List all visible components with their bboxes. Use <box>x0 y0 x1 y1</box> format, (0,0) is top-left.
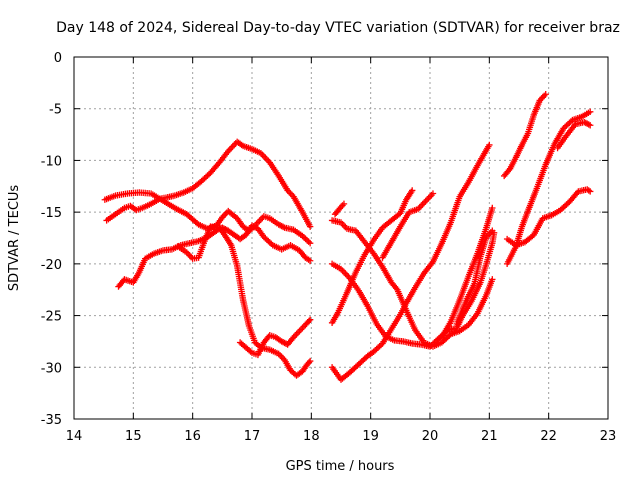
series-arc-15 <box>503 108 594 268</box>
series-arc-17 <box>554 118 594 152</box>
data-point <box>429 190 437 197</box>
x-axis-label: GPS time / hours <box>286 459 395 474</box>
series-arc-3 <box>115 222 314 290</box>
data-point <box>187 253 195 261</box>
data-point <box>340 200 348 208</box>
plot-frame <box>73 56 609 420</box>
data-point <box>422 198 429 205</box>
data-point <box>584 120 591 127</box>
y-tick-label: 0 <box>54 51 62 66</box>
y-axis-label: SDTVAR / TECUs <box>7 185 22 292</box>
x-tick-label: 14 <box>66 429 83 444</box>
data-point <box>262 154 269 162</box>
data-point <box>505 166 513 174</box>
data-point <box>585 187 592 194</box>
data-point <box>287 190 294 197</box>
axis-ticks: 14 15 16 17 18 19 20 21 22 23 0 -5 -10 -15 -20 -25 -30 -3… <box>41 51 617 444</box>
series-arc-8 <box>328 187 416 327</box>
series-arc-14 <box>500 91 549 180</box>
x-tick-label: 19 <box>362 429 379 444</box>
grid <box>74 57 608 419</box>
data-point <box>426 193 434 200</box>
x-tick-label: 22 <box>540 429 557 444</box>
data-point <box>305 317 313 325</box>
data-point <box>585 121 592 128</box>
data-point <box>303 237 311 244</box>
data-point <box>417 202 425 210</box>
data-point <box>587 108 594 116</box>
data-point <box>302 235 309 243</box>
series-arc-2 <box>103 138 314 230</box>
data-point <box>294 329 302 336</box>
series-arc-16 <box>503 186 594 249</box>
data-point <box>542 91 549 98</box>
data-point <box>238 141 245 149</box>
data-point <box>306 357 314 365</box>
data-point <box>340 268 348 276</box>
data-point <box>256 217 263 225</box>
data-point <box>296 327 303 335</box>
data-point <box>342 270 349 277</box>
y-tick-label: -10 <box>41 154 62 169</box>
data-point <box>297 326 305 333</box>
y-tick-label: -15 <box>41 206 62 221</box>
data-point <box>247 348 254 355</box>
data-point <box>299 324 306 332</box>
data-point <box>428 191 435 199</box>
series-arc-5 <box>236 316 314 359</box>
data-point <box>228 144 235 152</box>
data-point <box>489 204 496 212</box>
x-tick-label: 18 <box>303 429 320 444</box>
data-point <box>489 227 496 234</box>
data-point <box>539 94 546 101</box>
y-tick-label: -35 <box>41 413 62 428</box>
x-tick-label: 20 <box>422 429 439 444</box>
chart-title: Day 148 of 2024, Sidereal Day-to-day VTE… <box>56 20 620 36</box>
data-point <box>263 156 271 163</box>
data-point <box>486 141 493 149</box>
data-point <box>254 219 262 226</box>
data-point <box>343 272 351 279</box>
series-arc-11 <box>379 190 437 261</box>
y-tick-label: -30 <box>41 361 62 376</box>
data-point <box>541 92 548 99</box>
data-point <box>306 316 314 323</box>
x-tick-label: 16 <box>184 429 201 444</box>
data-point <box>587 188 594 195</box>
data-point <box>260 153 268 160</box>
x-tick-label: 21 <box>481 429 498 444</box>
data-point <box>423 196 431 203</box>
data-point <box>305 359 313 366</box>
y-tick-label: -20 <box>41 258 62 273</box>
series-arc-12 <box>438 204 496 341</box>
data-point <box>306 257 314 264</box>
data-point <box>392 285 400 292</box>
x-tick-label: 17 <box>244 429 261 444</box>
x-tick-label: 15 <box>125 429 142 444</box>
data-point <box>193 220 201 227</box>
series-arc-6 <box>331 200 348 218</box>
data-point <box>587 122 594 129</box>
data-point <box>306 223 314 230</box>
data-point <box>409 187 416 194</box>
series-arc-10 <box>328 141 493 383</box>
y-tick-label: -25 <box>41 310 62 325</box>
data-point <box>567 118 575 125</box>
data-point <box>420 199 428 207</box>
series-arc-13 <box>453 227 496 328</box>
data-point <box>340 222 348 229</box>
data-point <box>419 201 426 208</box>
data-point <box>229 143 236 150</box>
data-point <box>293 330 300 338</box>
data-points <box>101 91 594 383</box>
y-tick-label: -5 <box>49 103 62 118</box>
data-point <box>278 353 285 361</box>
x-tick-label: 23 <box>600 429 617 444</box>
data-point <box>489 276 496 283</box>
data-point <box>306 239 314 247</box>
data-point <box>425 194 432 202</box>
